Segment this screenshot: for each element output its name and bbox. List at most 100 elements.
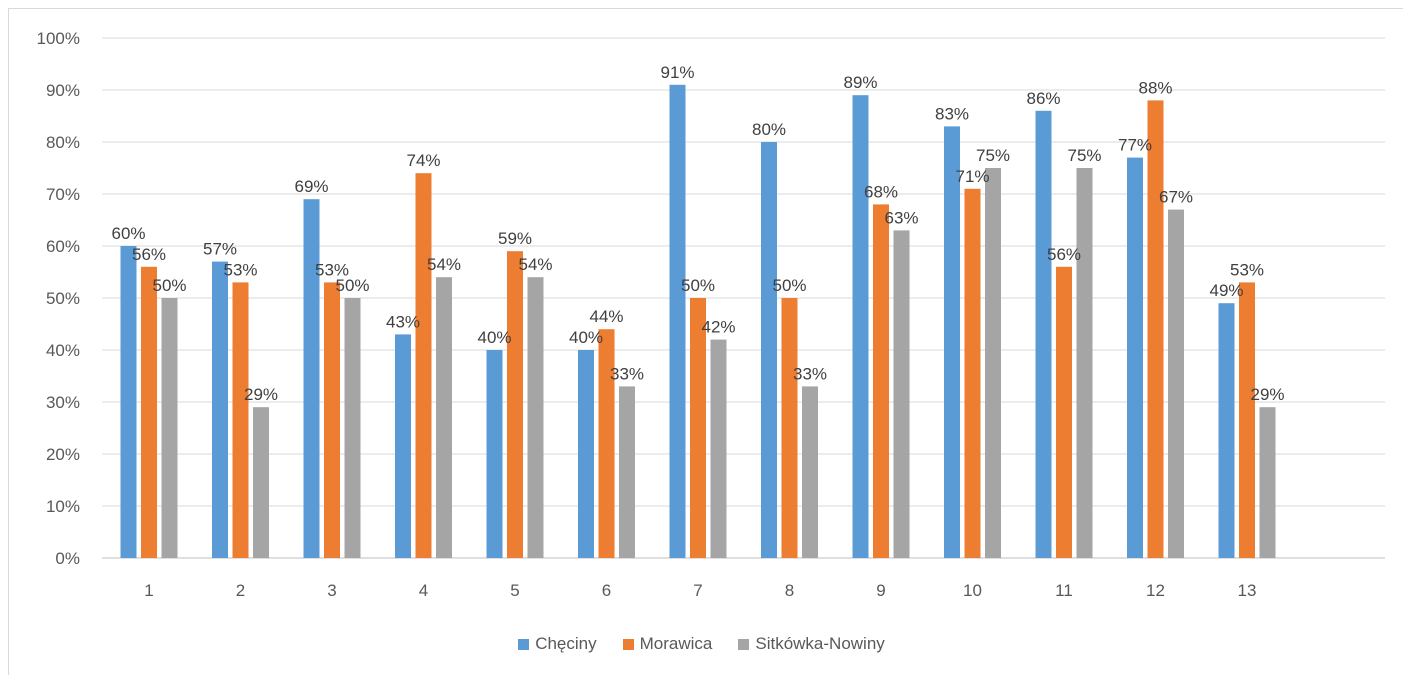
x-tick-label: 4 xyxy=(419,581,428,600)
x-tick-label: 7 xyxy=(693,581,702,600)
data-label: 80% xyxy=(752,120,786,139)
data-label: 53% xyxy=(1230,260,1264,279)
data-labels: 60%56%50%57%53%29%69%53%50%43%74%54%40%5… xyxy=(111,63,1284,404)
x-tick-label: 11 xyxy=(1055,581,1073,600)
bar-morawica-10 xyxy=(964,188,981,559)
bar-sitk-wka-nowiny-10 xyxy=(985,168,1001,558)
data-label: 53% xyxy=(223,260,257,279)
legend-swatch xyxy=(518,638,530,650)
data-label: 56% xyxy=(1047,245,1081,264)
x-tick-label: 8 xyxy=(785,581,794,600)
y-tick-label: 90% xyxy=(46,81,80,100)
legend-swatch xyxy=(738,638,750,650)
x-tick-label: 13 xyxy=(1238,581,1257,600)
data-label: 29% xyxy=(1250,385,1284,404)
data-label: 67% xyxy=(1159,188,1193,207)
bar-morawica-3 xyxy=(324,282,340,558)
bar-ch-ciny-2 xyxy=(212,261,228,558)
data-label: 50% xyxy=(772,276,806,295)
bar-morawica-2 xyxy=(232,282,249,558)
data-label: 42% xyxy=(701,318,735,337)
data-label: 54% xyxy=(518,255,552,274)
bar-ch-ciny-10 xyxy=(944,126,960,559)
bar-sitk-wka-nowiny-4 xyxy=(436,277,452,558)
bar-morawica-11 xyxy=(1056,266,1072,558)
bar-ch-ciny-1 xyxy=(120,246,137,558)
data-label: 33% xyxy=(610,364,644,383)
x-tick-label: 10 xyxy=(963,581,982,600)
data-label: 40% xyxy=(477,328,511,347)
legend-label: Morawica xyxy=(639,634,713,653)
x-axis-ticks: 1 2 3 4 5 6 7 8 9 10 11 12 13 xyxy=(144,581,1256,600)
y-tick-label: 10% xyxy=(46,497,80,516)
y-tick-label: 70% xyxy=(46,185,80,204)
data-label: 77% xyxy=(1118,136,1152,155)
data-label: 56% xyxy=(132,245,166,264)
bar-morawica-6 xyxy=(598,329,615,558)
bar-sitk-wka-nowiny-8 xyxy=(802,386,818,558)
data-label: 57% xyxy=(203,240,237,259)
data-label: 50% xyxy=(152,276,186,295)
data-label: 44% xyxy=(589,307,623,326)
bar-ch-ciny-4 xyxy=(395,334,411,558)
bar-morawica-8 xyxy=(781,298,798,558)
legend-label: Chęciny xyxy=(535,634,597,653)
data-label: 83% xyxy=(935,104,969,123)
bar-sitk-wka-nowiny-1 xyxy=(161,298,178,558)
legend-item: Morawica xyxy=(622,634,713,654)
bar-ch-ciny-12 xyxy=(1127,157,1143,558)
y-tick-label: 60% xyxy=(46,237,80,256)
bar-sitk-wka-nowiny-2 xyxy=(253,407,269,558)
legend-item: Chęciny xyxy=(518,634,597,654)
data-label: 33% xyxy=(793,364,827,383)
x-tick-label: 5 xyxy=(510,581,519,600)
data-label: 54% xyxy=(427,255,461,274)
data-label: 89% xyxy=(843,73,877,92)
bar-sitk-wka-nowiny-6 xyxy=(619,386,635,558)
bar-sitk-wka-nowiny-11 xyxy=(1076,168,1093,558)
data-label: 74% xyxy=(406,151,440,170)
legend: Chęciny Morawica Sitkówka-Nowiny xyxy=(0,632,1403,656)
data-label: 40% xyxy=(569,328,603,347)
bar-ch-ciny-3 xyxy=(303,199,320,558)
bar-morawica-1 xyxy=(141,266,157,558)
bar-morawica-12 xyxy=(1147,100,1164,559)
data-label: 88% xyxy=(1138,78,1172,97)
bar-sitk-wka-nowiny-5 xyxy=(527,277,544,558)
y-tick-label: 0% xyxy=(55,549,80,568)
bar-sitk-wka-nowiny-13 xyxy=(1259,407,1276,558)
bar-ch-ciny-7 xyxy=(669,84,686,559)
data-label: 71% xyxy=(955,167,989,186)
x-tick-label: 3 xyxy=(327,581,336,600)
y-tick-label: 80% xyxy=(46,133,80,152)
bar-ch-ciny-8 xyxy=(761,142,777,558)
data-label: 86% xyxy=(1026,89,1060,108)
x-tick-label: 6 xyxy=(602,581,611,600)
data-label: 59% xyxy=(498,229,532,248)
legend-label: Sitkówka-Nowiny xyxy=(755,634,885,653)
bar-sitk-wka-nowiny-9 xyxy=(893,230,910,558)
y-tick-label: 20% xyxy=(46,445,80,464)
x-tick-label: 2 xyxy=(236,581,245,600)
data-label: 49% xyxy=(1209,281,1243,300)
data-label: 75% xyxy=(976,146,1010,165)
bar-morawica-5 xyxy=(507,251,523,558)
bar-morawica-9 xyxy=(873,204,889,558)
bar-sitk-wka-nowiny-7 xyxy=(710,339,727,558)
y-tick-label: 40% xyxy=(46,341,80,360)
y-tick-label: 50% xyxy=(46,289,80,308)
x-tick-label: 9 xyxy=(876,581,885,600)
x-tick-label: 12 xyxy=(1146,581,1165,600)
bar-morawica-7 xyxy=(690,298,706,558)
data-label: 69% xyxy=(294,177,328,196)
bar-sitk-wka-nowiny-12 xyxy=(1168,209,1184,558)
x-tick-label: 1 xyxy=(144,581,153,600)
bar-sitk-wka-nowiny-3 xyxy=(344,298,361,558)
data-label: 29% xyxy=(244,385,278,404)
bar-morawica-4 xyxy=(415,173,432,558)
legend-swatch xyxy=(622,638,634,650)
bar-ch-ciny-5 xyxy=(486,350,503,558)
data-label: 43% xyxy=(386,312,420,331)
data-label: 63% xyxy=(884,208,918,227)
